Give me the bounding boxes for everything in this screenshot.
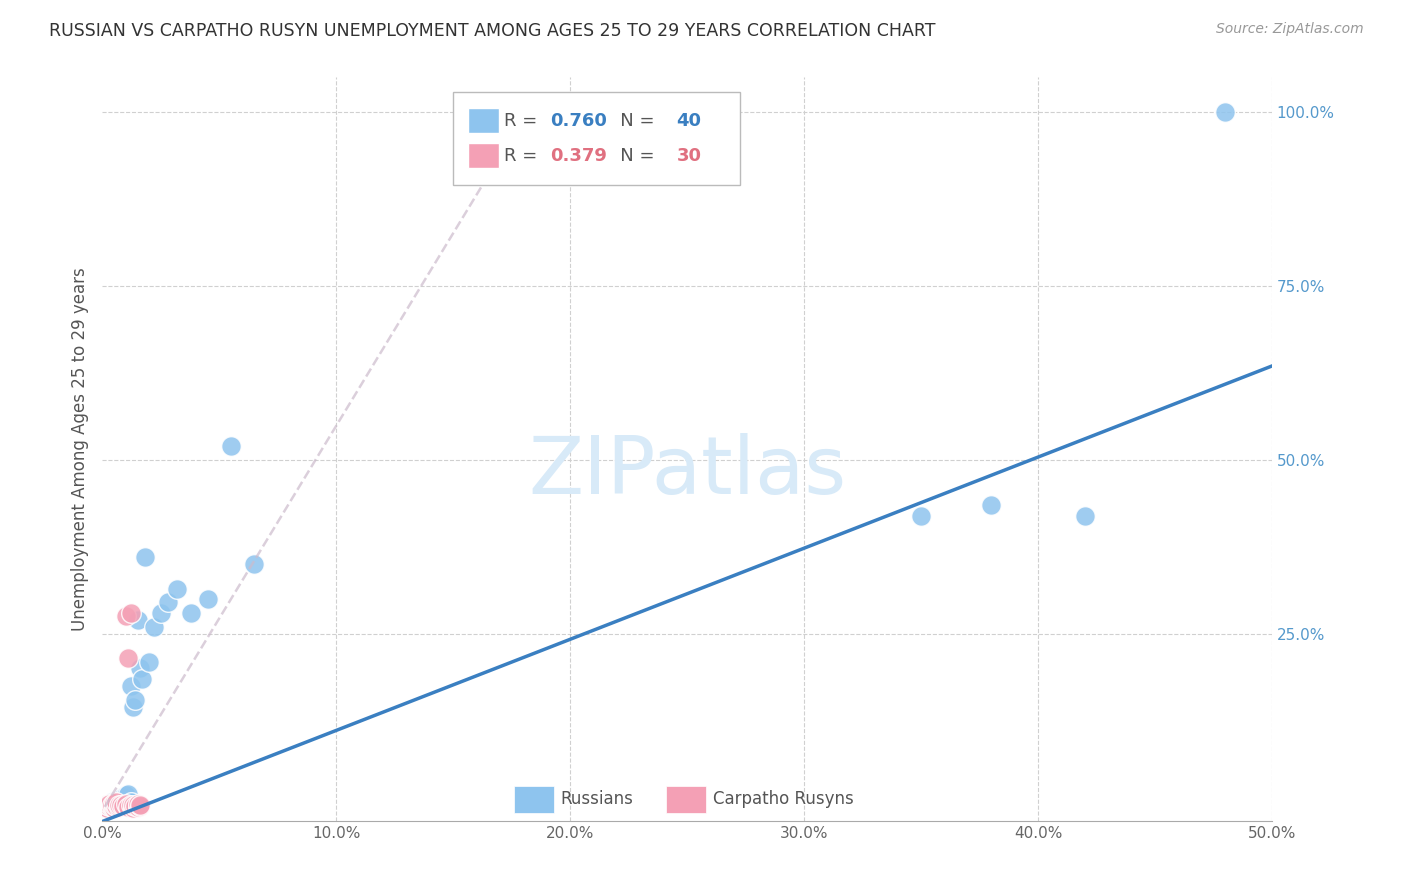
Point <box>138 655 160 669</box>
Point <box>103 797 125 812</box>
FancyBboxPatch shape <box>666 786 706 813</box>
Text: 40: 40 <box>676 112 702 129</box>
Point <box>98 798 121 813</box>
Point <box>96 799 118 814</box>
Point <box>134 550 156 565</box>
Point <box>96 797 118 812</box>
Point <box>103 800 125 814</box>
Text: R =: R = <box>503 146 543 164</box>
Point <box>128 799 150 814</box>
Text: Source: ZipAtlas.com: Source: ZipAtlas.com <box>1216 22 1364 37</box>
Text: N =: N = <box>603 112 661 129</box>
Point <box>127 797 149 811</box>
Point <box>120 679 142 693</box>
Point <box>121 797 143 812</box>
Point <box>98 800 121 814</box>
Point <box>101 800 124 814</box>
Text: N =: N = <box>603 146 661 164</box>
Point <box>110 799 132 814</box>
Point <box>105 799 128 814</box>
Point <box>98 797 121 811</box>
Point <box>127 613 149 627</box>
Point <box>124 692 146 706</box>
Point <box>96 797 118 812</box>
Text: Carpatho Rusyns: Carpatho Rusyns <box>713 790 853 808</box>
Point <box>105 794 128 808</box>
Point <box>120 798 142 813</box>
Point <box>112 799 135 814</box>
Text: RUSSIAN VS CARPATHO RUSYN UNEMPLOYMENT AMONG AGES 25 TO 29 YEARS CORRELATION CHA: RUSSIAN VS CARPATHO RUSYN UNEMPLOYMENT A… <box>49 22 936 40</box>
Point <box>1074 508 1097 523</box>
FancyBboxPatch shape <box>468 143 499 168</box>
Point <box>120 606 142 620</box>
Point <box>117 651 139 665</box>
Point <box>101 798 124 813</box>
Text: 30: 30 <box>676 146 702 164</box>
Point <box>107 797 129 811</box>
Text: 0.760: 0.760 <box>550 112 607 129</box>
Point <box>96 800 118 814</box>
Point <box>105 795 128 809</box>
Point <box>128 798 150 813</box>
Text: 0.379: 0.379 <box>550 146 607 164</box>
FancyBboxPatch shape <box>453 92 740 186</box>
Point <box>149 606 172 620</box>
Point <box>114 788 136 802</box>
Point <box>114 797 136 811</box>
Point <box>1213 105 1236 120</box>
Point <box>98 799 121 814</box>
Point <box>94 798 117 813</box>
Point <box>127 800 149 814</box>
Point <box>103 797 125 811</box>
Text: ZIPatlas: ZIPatlas <box>529 433 846 511</box>
Point <box>156 595 179 609</box>
Point <box>114 609 136 624</box>
Point <box>128 661 150 675</box>
Point <box>114 797 136 811</box>
Point <box>117 800 139 814</box>
Point <box>103 796 125 810</box>
Point <box>124 799 146 814</box>
FancyBboxPatch shape <box>515 786 554 813</box>
Point <box>121 699 143 714</box>
Point <box>107 800 129 814</box>
Point <box>94 800 117 814</box>
Point <box>121 800 143 814</box>
Text: Russians: Russians <box>561 790 634 808</box>
Point <box>103 799 125 814</box>
Y-axis label: Unemployment Among Ages 25 to 29 years: Unemployment Among Ages 25 to 29 years <box>72 268 89 632</box>
FancyBboxPatch shape <box>468 108 499 133</box>
Point <box>110 792 132 806</box>
Point <box>110 798 132 813</box>
Point <box>219 439 242 453</box>
Point <box>94 800 117 814</box>
Point <box>910 508 932 523</box>
Point <box>107 797 129 812</box>
Point <box>117 787 139 801</box>
Point <box>180 606 202 620</box>
Point <box>112 790 135 805</box>
Point <box>166 582 188 596</box>
Point <box>980 498 1002 512</box>
Point <box>101 797 124 811</box>
Point <box>105 797 128 812</box>
Point <box>101 795 124 809</box>
Point <box>197 591 219 606</box>
Point <box>131 672 153 686</box>
Point <box>107 798 129 813</box>
Text: R =: R = <box>503 112 543 129</box>
Point <box>243 557 266 571</box>
Point <box>120 795 142 809</box>
Point <box>142 620 165 634</box>
